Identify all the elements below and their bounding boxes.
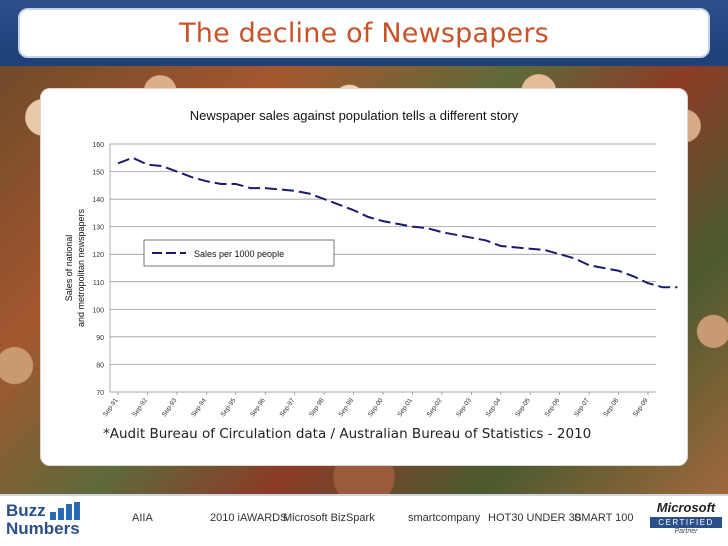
y-tick-label: 110 bbox=[93, 280, 104, 287]
source-note: *Audit Bureau of Circulation data / Aust… bbox=[103, 426, 592, 442]
x-tick-label: Sep-04 bbox=[485, 397, 503, 418]
chart-panel bbox=[40, 88, 688, 466]
partner-smartcompany: smartcompany bbox=[408, 512, 481, 524]
y-tick-labels: 70 80 90 100 110 120 130 140 150 160 bbox=[92, 142, 104, 397]
y-tick-label: 120 bbox=[92, 252, 104, 259]
y-tick-label: 130 bbox=[92, 225, 104, 232]
x-tick-label: Sep-01 bbox=[396, 397, 414, 418]
ms-name: Microsoft bbox=[656, 500, 716, 515]
y-axis-label: Sales of national and metropolitan newspa… bbox=[64, 208, 86, 327]
y-tick-label: 70 bbox=[96, 390, 104, 397]
bar-chart-icon bbox=[50, 502, 84, 520]
x-tick-label: Sep-97 bbox=[279, 397, 297, 418]
page-title: The decline of Newspapers bbox=[179, 17, 549, 49]
x-tick-label: Sep-09 bbox=[632, 397, 650, 418]
y-axis-label-line-2: and metropolitan newspapers bbox=[76, 208, 86, 327]
y-tick-label: 80 bbox=[96, 362, 104, 369]
x-tick-label: Sep-96 bbox=[249, 397, 267, 418]
series-line-0 bbox=[117, 156, 678, 289]
x-tick-label: Sep-91 bbox=[102, 397, 120, 418]
partner-smart100: SMART 100 bbox=[574, 512, 634, 524]
footer-divider bbox=[0, 494, 728, 496]
partner-hot30: HOT30 UNDER 30 bbox=[488, 512, 581, 524]
series-layer bbox=[117, 156, 678, 289]
partner-aiia: AIIA bbox=[132, 512, 153, 524]
x-tick-label: Sep-06 bbox=[544, 397, 562, 418]
chart-title: Newspaper sales against population tells… bbox=[190, 108, 519, 123]
x-tick-label: Sep-92 bbox=[131, 397, 149, 418]
x-tick-label: Sep-05 bbox=[514, 397, 532, 418]
x-tick-label: Sep-98 bbox=[308, 397, 326, 418]
x-tick-label: Sep-93 bbox=[161, 397, 179, 418]
y-tick-label: 90 bbox=[96, 335, 104, 342]
x-tick-label: Sep-95 bbox=[220, 397, 238, 418]
x-tick-labels: Sep-91 Sep-92 Sep-93 Sep-94 Sep-95 Sep-96 Sep-… bbox=[102, 392, 650, 418]
microsoft-certified-logo: Microsoft CERTIFIED Partner bbox=[650, 500, 722, 542]
ms-partner-label: Partner bbox=[674, 528, 698, 535]
brand-line-2: Numbers bbox=[6, 519, 80, 538]
partner-iawards: 2010 iAWARDS bbox=[210, 512, 288, 524]
buzz-numbers-logo: Buzz Numbers bbox=[6, 500, 86, 542]
line-chart: Newspaper sales against population tells… bbox=[64, 108, 678, 418]
x-tick-label: Sep-94 bbox=[190, 397, 208, 418]
y-tick-label: 140 bbox=[92, 197, 104, 204]
header-band: The decline of Newspapers bbox=[0, 0, 728, 70]
legend: Sales per 1000 people bbox=[143, 239, 335, 267]
y-tick-label: 160 bbox=[92, 142, 104, 149]
y-tick-label: 100 bbox=[92, 307, 104, 314]
x-tick-label: Sep-99 bbox=[337, 397, 355, 418]
x-tick-label: Sep-03 bbox=[455, 397, 473, 418]
x-tick-label: Sep-02 bbox=[426, 397, 444, 418]
x-tick-label: Sep-08 bbox=[602, 397, 620, 418]
gridlines bbox=[109, 143, 656, 393]
title-box: The decline of Newspapers bbox=[18, 8, 710, 58]
x-tick-label: Sep-00 bbox=[367, 397, 385, 418]
y-axis-label-line-1: Sales of national bbox=[64, 235, 74, 302]
partner-bizspark: Microsoft BizSpark bbox=[283, 512, 375, 524]
y-tick-label: 150 bbox=[92, 170, 104, 177]
brand-line-1: Buzz bbox=[6, 501, 46, 520]
x-tick-label: Sep-07 bbox=[573, 397, 591, 418]
ms-cert-label: CERTIFIED bbox=[650, 517, 722, 528]
legend-label: Sales per 1000 people bbox=[194, 249, 284, 259]
